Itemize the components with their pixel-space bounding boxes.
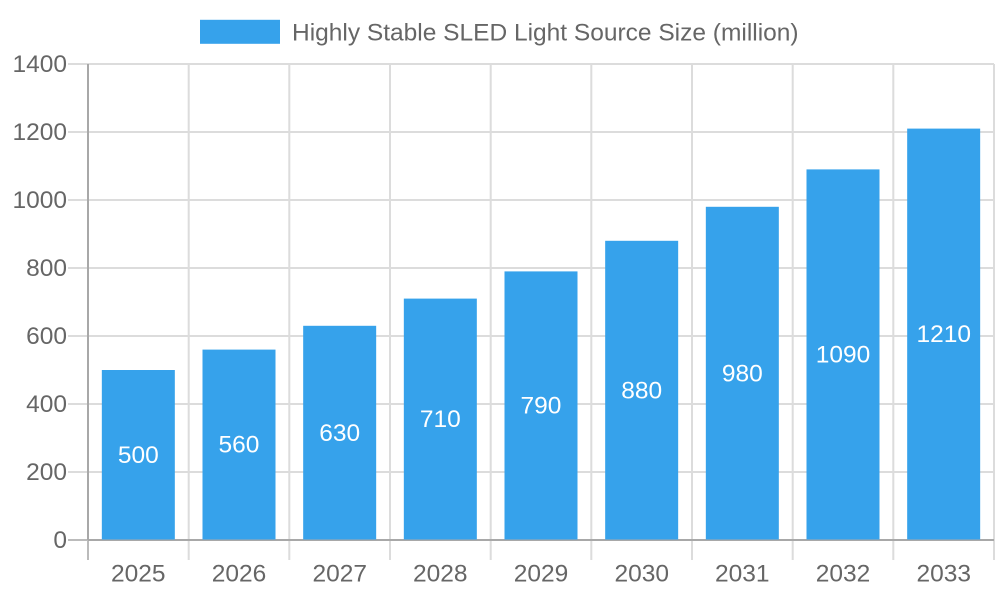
- svg-text:2026: 2026: [212, 561, 267, 588]
- svg-text:630: 630: [319, 420, 360, 447]
- svg-text:2027: 2027: [312, 561, 367, 588]
- svg-text:2031: 2031: [715, 561, 770, 588]
- svg-text:2030: 2030: [614, 561, 669, 588]
- svg-text:800: 800: [26, 255, 67, 282]
- svg-text:1210: 1210: [916, 321, 971, 348]
- svg-text:980: 980: [722, 360, 763, 387]
- svg-text:200: 200: [26, 459, 67, 486]
- svg-text:600: 600: [26, 323, 67, 350]
- svg-text:Highly Stable SLED Light Sourc: Highly Stable SLED Light Source Size (mi…: [292, 19, 799, 46]
- svg-text:2025: 2025: [111, 561, 166, 588]
- svg-text:1090: 1090: [816, 342, 871, 369]
- svg-text:1000: 1000: [12, 187, 67, 214]
- svg-text:2029: 2029: [514, 561, 569, 588]
- svg-text:2032: 2032: [816, 561, 871, 588]
- svg-text:400: 400: [26, 391, 67, 418]
- svg-text:710: 710: [420, 406, 461, 433]
- svg-text:500: 500: [118, 442, 159, 469]
- svg-text:2033: 2033: [916, 561, 971, 588]
- svg-text:560: 560: [219, 432, 260, 459]
- svg-text:1400: 1400: [12, 51, 67, 78]
- svg-text:0: 0: [53, 527, 67, 554]
- svg-text:2028: 2028: [413, 561, 468, 588]
- svg-text:790: 790: [521, 393, 562, 420]
- svg-text:1200: 1200: [12, 119, 67, 146]
- svg-text:880: 880: [621, 377, 662, 404]
